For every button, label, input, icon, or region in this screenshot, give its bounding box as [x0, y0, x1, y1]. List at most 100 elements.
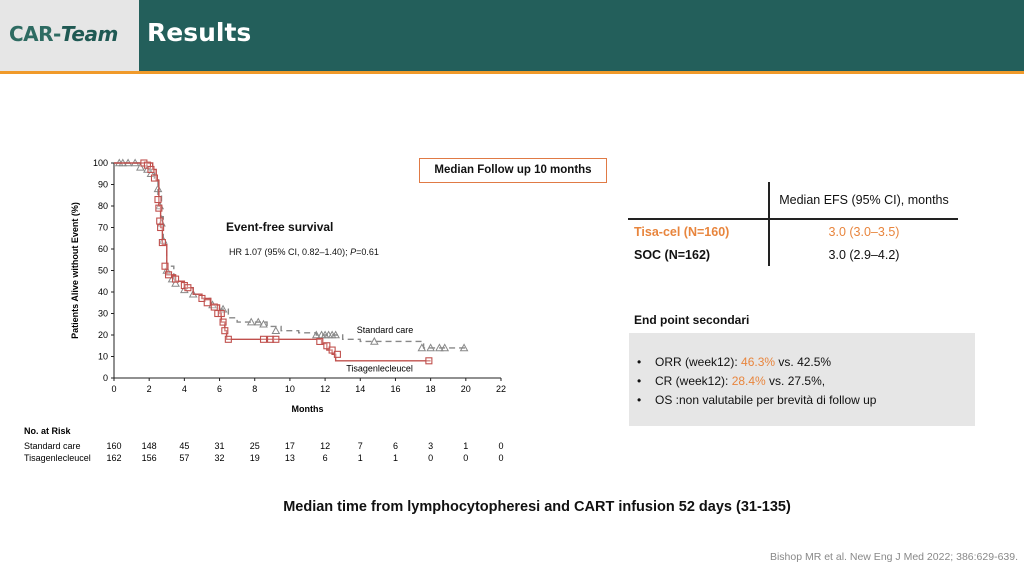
table-row: SOC (N=162) 3.0 (2.9–4.2)	[628, 243, 958, 266]
y-axis-label: Patients Alive without Event (%)	[70, 202, 80, 339]
censor-mark-square	[219, 318, 227, 326]
at-risk-count: 45	[179, 441, 189, 451]
at-risk-row-label: Standard care	[24, 441, 81, 451]
y-tick-label: 80	[98, 201, 108, 211]
censor-mark-triangle	[459, 343, 469, 352]
censor-mark-triangle	[180, 285, 189, 294]
at-risk-count: 13	[285, 453, 295, 463]
censor-mark-square	[272, 335, 280, 343]
censor-mark-square	[157, 223, 165, 232]
censor-mark-square	[147, 165, 155, 174]
censor-mark-square	[259, 335, 268, 343]
censor-mark-triangle	[171, 278, 180, 287]
y-tick-label: 30	[98, 309, 108, 319]
efs-row-label: Tisa-cel (N=160)	[634, 224, 730, 239]
x-tick-label: 10	[285, 384, 295, 394]
at-risk-count: 162	[106, 453, 121, 463]
at-risk-title: No. at Risk	[24, 426, 72, 436]
at-risk-count: 32	[215, 453, 225, 463]
at-risk-count: 25	[250, 441, 260, 451]
censor-mark-triangle	[311, 330, 321, 339]
hazard-ratio: HR 1.07 (95% CI, 0.82–1.40); P=0.61	[229, 247, 379, 257]
censor-mark-triangle	[259, 319, 268, 328]
efs-row-value: 3.0 (3.0–3.5)	[768, 219, 958, 243]
citation: Bishop MR et al. New Eng J Med 2022; 386…	[769, 551, 1018, 563]
y-tick-label: 50	[98, 266, 108, 276]
curve-label-standard-care: Standard care	[357, 325, 414, 335]
at-risk-count: 7	[358, 441, 363, 451]
at-risk-count: 31	[215, 441, 225, 451]
censor-mark-square	[156, 217, 164, 225]
follow-up-box: Median Follow up 10 months	[419, 158, 607, 183]
at-risk-count: 0	[498, 453, 503, 463]
secondary-endpoints-title: End point secondari	[634, 313, 750, 327]
y-tick-label: 40	[98, 287, 108, 297]
x-tick-label: 22	[496, 384, 506, 394]
censor-mark-triangle	[246, 317, 256, 326]
x-tick-label: 0	[111, 384, 116, 394]
censor-mark-square	[221, 327, 229, 335]
x-tick-label: 4	[182, 384, 187, 394]
at-risk-count: 0	[428, 453, 433, 463]
at-risk-count: 6	[393, 441, 398, 451]
censor-mark-square	[184, 284, 192, 292]
efs-table: Median EFS (95% CI), months Tisa-cel (N=…	[628, 182, 958, 266]
x-tick-label: 6	[217, 384, 222, 394]
censor-mark-square	[203, 299, 211, 307]
efs-table-corner	[628, 182, 769, 220]
at-risk-count: 148	[142, 441, 157, 451]
censor-mark-square	[224, 335, 232, 343]
x-axis-label: Months	[292, 404, 324, 414]
efs-row-value: 3.0 (2.9–4.2)	[768, 243, 958, 266]
censor-mark-square	[323, 342, 331, 350]
at-risk-count: 57	[179, 453, 189, 463]
censor-mark-triangle	[271, 326, 281, 334]
list-item: • OS :non valutabile per brevità di follo…	[637, 393, 877, 407]
y-tick-label: 0	[103, 373, 108, 383]
censor-mark-square	[154, 195, 162, 204]
efs-table-header: Median EFS (95% CI), months	[768, 182, 958, 220]
list-item: • CR (week12): 28.4% vs. 27.5%,	[637, 374, 826, 388]
censor-mark-triangle	[136, 162, 145, 171]
slide-title: Results	[147, 18, 252, 47]
at-risk-count: 160	[106, 441, 121, 451]
at-risk-count: 3	[428, 441, 433, 451]
header-divider	[0, 71, 1024, 74]
censor-mark-square	[164, 271, 173, 279]
x-tick-label: 20	[461, 384, 471, 394]
at-risk-count: 1	[358, 453, 363, 463]
censor-mark-triangle	[426, 343, 435, 352]
censor-mark-square	[328, 346, 336, 354]
at-risk-count: 6	[323, 453, 328, 463]
x-tick-label: 16	[390, 384, 400, 394]
secondary-endpoints-box: • ORR (week12): 46.3% vs. 42.5% • CR (week…	[629, 333, 975, 426]
x-tick-label: 14	[355, 384, 365, 394]
censor-mark-square	[155, 204, 163, 212]
censor-mark-square	[267, 335, 275, 343]
x-tick-label: 18	[426, 384, 436, 394]
logo-area: CAR-Team	[0, 0, 139, 71]
censor-mark-triangle	[218, 304, 228, 313]
censor-mark-triangle	[435, 343, 444, 352]
censor-mark-square	[198, 294, 206, 302]
at-risk-row-label: Tisagenlecleucel	[24, 453, 91, 463]
censor-mark-square	[172, 275, 180, 283]
censor-mark-triangle	[331, 330, 340, 339]
header-bar: CAR-Team Results	[0, 0, 1024, 71]
y-tick-label: 70	[98, 223, 108, 233]
censor-mark-triangle	[417, 343, 427, 352]
x-tick-label: 12	[320, 384, 330, 394]
y-tick-label: 10	[98, 352, 108, 362]
title-bar: Results	[139, 0, 1024, 71]
list-item: • ORR (week12): 46.3% vs. 42.5%	[637, 355, 832, 369]
y-tick-label: 20	[98, 330, 108, 340]
y-tick-label: 100	[93, 158, 108, 168]
censor-mark-square	[425, 357, 433, 365]
censor-mark-triangle	[369, 336, 379, 345]
at-risk-count: 1	[393, 453, 398, 463]
censor-mark-triangle	[153, 184, 163, 193]
at-risk-count: 17	[285, 441, 295, 451]
x-tick-label: 8	[252, 384, 257, 394]
curve-label-tisagenlecleucel: Tisagenlecleucel	[346, 364, 413, 374]
